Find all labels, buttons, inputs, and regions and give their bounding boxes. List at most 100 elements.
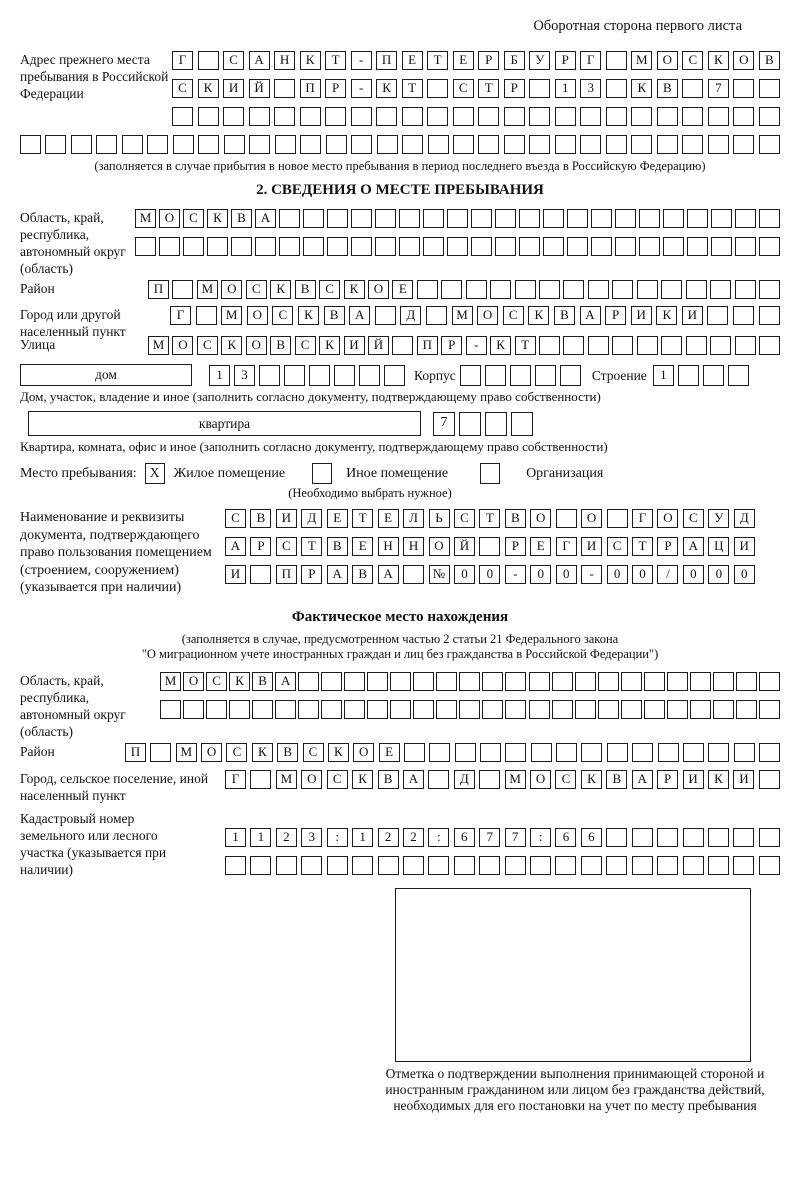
char-box: В [294,280,316,299]
char-box: И [682,769,704,789]
char-box: Р [657,537,679,556]
char-box [436,671,458,691]
char-box: 6 [453,827,475,847]
char-box: С [302,742,324,762]
char-box [454,742,476,762]
char-box: О [530,769,552,789]
char-box: И [225,565,246,584]
char-box: Р [478,51,500,70]
char-box: О [656,51,678,70]
char-box [685,280,707,299]
char-box: С [606,537,628,556]
char-box: Е [352,537,374,556]
char-box: Е [530,537,552,556]
char-box [299,107,321,126]
char-box: 3 [580,79,602,98]
char-box: В [377,769,399,789]
char-box: № [428,565,450,584]
char-box [374,306,396,325]
char-box: И [630,306,652,325]
char-box [344,699,366,719]
char-box: Ь [428,509,450,528]
char-box: К [270,280,292,299]
char-box: В [352,565,374,584]
char-box [591,237,612,256]
char-box [551,671,573,691]
char-box [543,237,564,256]
char-box: Н [274,51,296,70]
char-box [452,135,474,154]
char-box: К [708,769,730,789]
checkbox-inoe [312,463,333,484]
char-box [606,742,628,762]
char-box: О [367,280,389,299]
char-box: О [245,336,267,355]
char-box: 7 [707,79,729,98]
region-label: Область, край, республика, автономный ок… [20,210,126,276]
char-box [682,855,704,875]
char-box [711,237,732,256]
char-box [279,209,300,228]
char-box [758,699,780,719]
char-box: М [631,51,653,70]
char-box [605,79,627,98]
char-box: Т [301,537,323,556]
char-box [685,336,707,355]
char-box [559,364,581,386]
char-box [620,699,642,719]
char-box: В [270,336,292,355]
char-box: К [528,306,550,325]
char-box [758,336,780,355]
char-box [325,135,347,154]
char-row [160,699,780,719]
char-row: 7 [433,411,533,436]
char-box [555,509,577,528]
char-box [759,237,780,256]
char-box [734,280,756,299]
char-box: И [733,537,755,556]
char-box [733,306,755,325]
char-box [563,336,585,355]
char-box [758,306,780,325]
char-box [452,107,474,126]
char-box [284,364,305,386]
char-box: : [428,827,450,847]
char-box [606,827,628,847]
char-box [708,855,730,875]
cadastral-label-wrap: Кадастровый номер земельного или лесного… [20,810,225,878]
char-box [712,699,734,719]
char-row [172,107,780,126]
char-box: Й [367,336,389,355]
char-box [612,336,634,355]
char-box: Г [632,509,653,528]
section2-title: 2. СВЕДЕНИЯ О МЕСТЕ ПРЕБЫВАНИЯ [256,182,544,198]
char-box: С [225,509,246,528]
char-box [605,135,627,154]
char-box [574,671,596,691]
char-box [666,699,688,719]
char-box [45,135,67,154]
char-box: К [327,742,349,762]
stamp-box [395,887,751,1062]
char-box: Т [352,509,374,528]
char-box [413,699,435,719]
char-box [606,509,628,528]
char-box [689,699,711,719]
char-box: С [319,280,341,299]
char-box: М [504,769,526,789]
char-box: А [225,537,246,556]
char-box [303,237,324,256]
char-box [758,855,780,875]
char-box: А [248,51,270,70]
char-box [657,742,679,762]
char-box [663,237,684,256]
char-box: О [530,509,552,528]
char-box: В [250,509,272,528]
char-box [657,855,679,875]
char-box: К [251,742,273,762]
